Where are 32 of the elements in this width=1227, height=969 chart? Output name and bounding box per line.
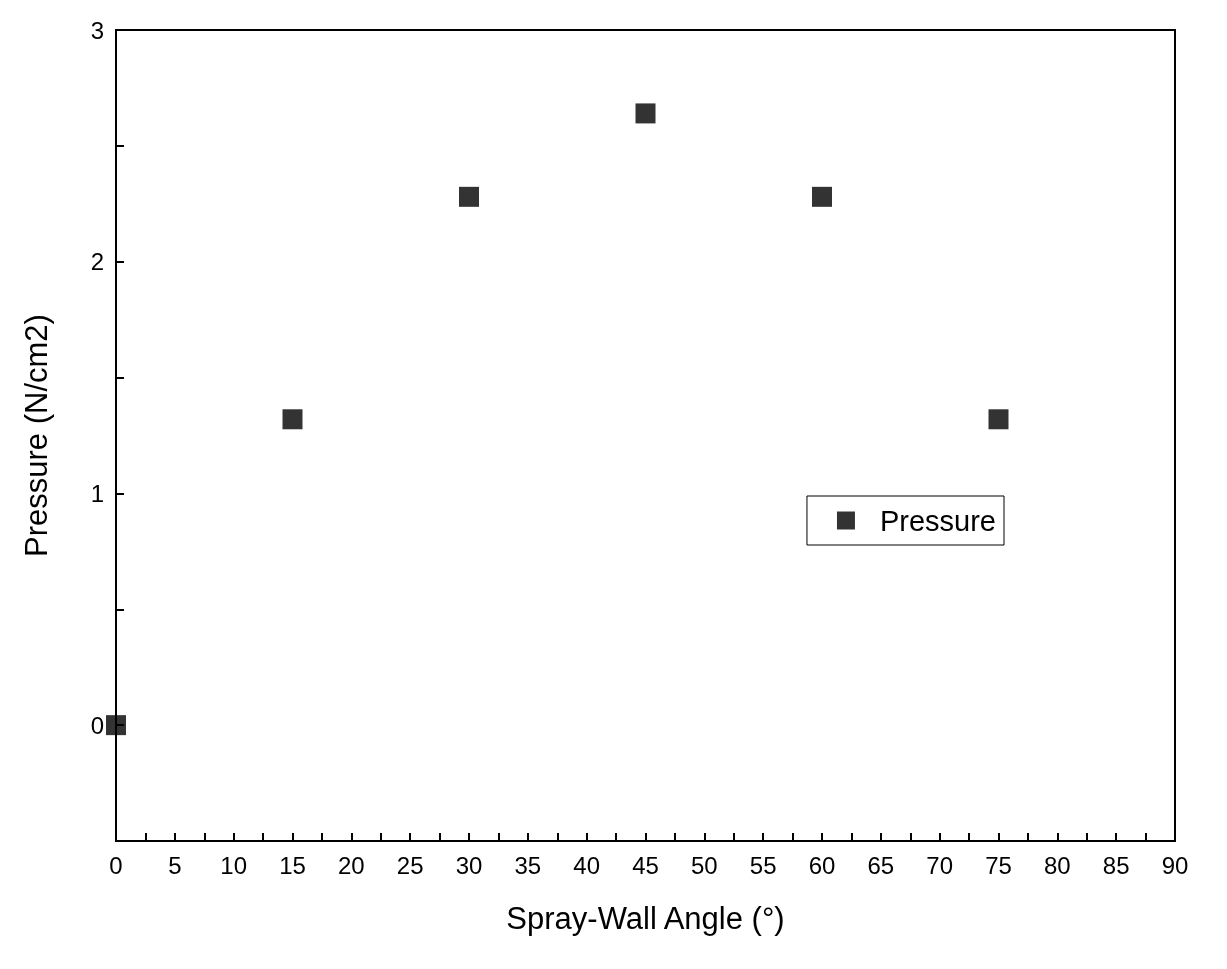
x-axis-title: Spray-Wall Angle (°) xyxy=(506,901,785,936)
x-tick-label: 80 xyxy=(1043,851,1071,879)
x-tick-label: 25 xyxy=(396,851,424,879)
y-tick-label: 3 xyxy=(90,16,104,44)
x-tick-label: 30 xyxy=(455,851,483,879)
point xyxy=(282,409,303,430)
x-tick-label: 20 xyxy=(337,851,365,879)
x-tick-label: 55 xyxy=(749,851,777,879)
x-tick-label: 5 xyxy=(168,851,182,879)
point xyxy=(459,186,479,207)
point xyxy=(988,409,1009,430)
x-tick-label: 40 xyxy=(573,851,601,879)
x-tick-label: 70 xyxy=(926,851,954,879)
legend-label: Pressure xyxy=(879,504,996,537)
y-tick-label: 1 xyxy=(90,479,104,507)
point xyxy=(106,715,126,736)
y-tick-label: 2 xyxy=(90,248,104,276)
x-tick-label: 50 xyxy=(690,851,718,879)
y-tick-label: 0 xyxy=(90,711,104,739)
y-axis-title: Pressure (N/cm2) xyxy=(19,314,54,557)
x-tick-label: 75 xyxy=(985,851,1012,879)
point xyxy=(635,103,656,124)
x-tick-label: 15 xyxy=(279,851,306,879)
x-tick-label: 45 xyxy=(632,851,659,879)
x-tick-label: 90 xyxy=(1161,851,1189,879)
x-tick-label: 85 xyxy=(1102,851,1130,879)
x-tick-label: 35 xyxy=(514,851,542,879)
x-tick-label: 60 xyxy=(808,851,836,879)
x-tick-label: 0 xyxy=(109,851,123,879)
x-tick-label: 65 xyxy=(867,851,895,879)
x-tick-label: 10 xyxy=(220,851,248,879)
point xyxy=(812,186,832,207)
